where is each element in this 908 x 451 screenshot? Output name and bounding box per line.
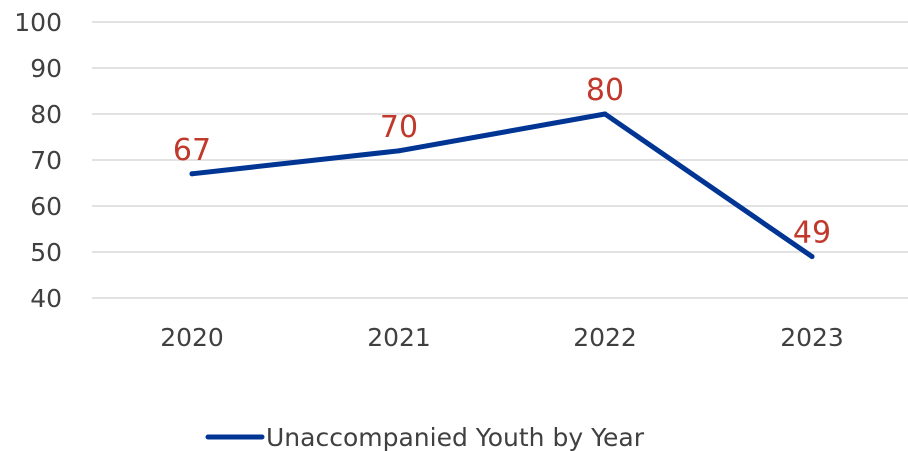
y-axis: 40 50 60 70 80 90 100 [14,8,62,313]
x-axis: 2020 2021 2022 2023 [160,323,844,352]
series-line [189,111,815,260]
grid-lines [92,21,908,299]
data-point [602,111,608,117]
y-tick-label: 90 [30,54,62,83]
data-label: 70 [380,110,418,145]
y-tick-label: 40 [30,284,62,313]
data-label: 67 [173,133,211,168]
x-tick-label: 2023 [780,323,844,352]
y-tick-label: 60 [30,192,62,221]
y-tick-label: 80 [30,100,62,129]
x-tick-label: 2021 [367,323,431,352]
data-point [809,254,815,260]
series-layer [189,111,815,260]
data-labels: 67 70 80 49 [173,73,831,251]
x-tick-label: 2020 [160,323,224,352]
y-tick-label: 70 [30,146,62,175]
data-point [396,148,402,154]
data-label: 80 [586,73,624,108]
data-label: 49 [793,216,831,251]
x-tick-label: 2022 [573,323,637,352]
y-tick-label: 50 [30,238,62,267]
legend: Unaccompanied Youth by Year [205,423,645,451]
legend-label: Unaccompanied Youth by Year [266,423,645,451]
data-point [189,171,195,177]
y-tick-label: 100 [14,8,62,37]
